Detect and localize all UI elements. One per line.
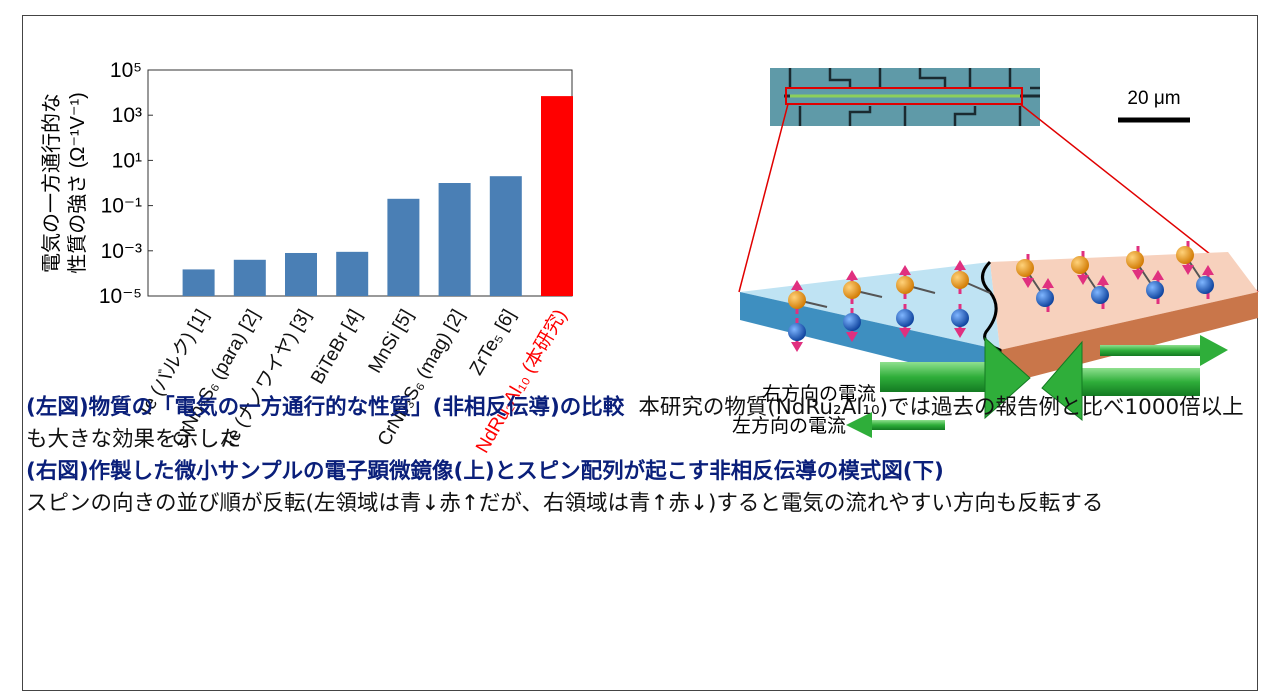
- current-label: 左方向の電流: [732, 415, 846, 437]
- y-axis-label: 性質の強さ (Ω⁻¹V⁻¹): [66, 92, 89, 274]
- spin-arrow-head: [791, 342, 803, 352]
- atom: [1071, 256, 1089, 274]
- spin-arrow-head: [1152, 270, 1164, 280]
- atom: [896, 276, 914, 294]
- atom: [843, 313, 861, 331]
- caption: (左図)物質の「電気の一方通行的な性質」(非相反伝導)の比較 本研究の物質(NdR…: [26, 392, 1254, 520]
- atom: [843, 281, 861, 299]
- y-tick-label: 10⁻³: [101, 240, 142, 263]
- spin-arrow-head: [1077, 275, 1089, 285]
- bar: [387, 198, 420, 296]
- atom: [1176, 246, 1194, 264]
- bar: [438, 183, 471, 296]
- bar: [233, 259, 266, 296]
- frame: [22, 15, 1258, 691]
- spin-arrow-head: [1022, 278, 1034, 288]
- atom: [1126, 251, 1144, 269]
- caption-heading: (左図)物質の「電気の一方通行的な性質」(非相反伝導)の比較: [26, 395, 625, 420]
- y-tick-label: 10⁻⁵: [99, 285, 142, 308]
- atom: [1146, 281, 1164, 299]
- spin-arrow-head: [954, 260, 966, 270]
- spin-arrow-head: [846, 332, 858, 342]
- x-tick-label: ZrTe₅ [6]: [466, 306, 520, 379]
- y-tick-label: 10³: [112, 104, 142, 127]
- spins: [788, 241, 1214, 352]
- bar: [541, 96, 573, 296]
- x-tick-label: MnSi [5]: [365, 306, 418, 377]
- caption-heading: (右図)作製した微小サンプルの電子顕微鏡像(上)とスピン配列が起こす非相反伝導の…: [26, 459, 944, 484]
- spin-arrow-head: [846, 270, 858, 280]
- caption-text: 本研究の物質(NdRu₂Al₁₀)では過去の報告例と比べ1000倍以上も大きな効…: [26, 395, 1244, 452]
- atom: [788, 323, 806, 341]
- atom: [1196, 276, 1214, 294]
- bar: [182, 269, 215, 296]
- atom: [896, 309, 914, 327]
- spin-arrow-head: [1182, 265, 1194, 275]
- bar: [285, 252, 317, 296]
- y-tick-label: 10⁵: [110, 59, 142, 82]
- atom: [951, 271, 969, 289]
- spin-arrow-head: [1097, 275, 1109, 285]
- caption-text: スピンの向きの並び順が反転(左領域は青↓赤↑だが、右領域は青↑赤↓)すると電気の…: [26, 491, 1104, 516]
- x-tick-label: BiTeBr [4]: [307, 306, 366, 388]
- atom: [1036, 289, 1054, 307]
- spin-arrow-head: [1132, 270, 1144, 280]
- y-tick-label: 10¹: [112, 149, 142, 172]
- current-arrows: 右方向の電流 左方向の電流: [732, 335, 1228, 438]
- atom: [951, 309, 969, 327]
- spin-arrow-head: [899, 265, 911, 275]
- spin-arrow-head: [1042, 278, 1054, 288]
- spin-arrow-head: [954, 328, 966, 338]
- bar: [336, 251, 369, 296]
- atom: [1016, 259, 1034, 277]
- spin-arrow-head: [1202, 265, 1214, 275]
- caption-paragraph: (右図)作製した微小サンプルの電子顕微鏡像(上)とスピン配列が起こす非相反伝導の…: [26, 456, 1254, 520]
- y-axis-label: 電気の一方通行的な: [40, 93, 63, 273]
- y-tick-label: 10⁻¹: [101, 195, 142, 218]
- caption-paragraph: (左図)物質の「電気の一方通行的な性質」(非相反伝導)の比較 本研究の物質(NdR…: [26, 392, 1254, 456]
- spin-arrow-head: [791, 280, 803, 290]
- micrograph: 20 μm: [738, 68, 1259, 293]
- atom: [788, 291, 806, 309]
- scale-bar-label: 20 μm: [1127, 88, 1180, 109]
- bar: [489, 176, 522, 296]
- current-label: 右方向の電流: [762, 383, 876, 405]
- atom: [1091, 286, 1109, 304]
- spin-arrow-head: [899, 328, 911, 338]
